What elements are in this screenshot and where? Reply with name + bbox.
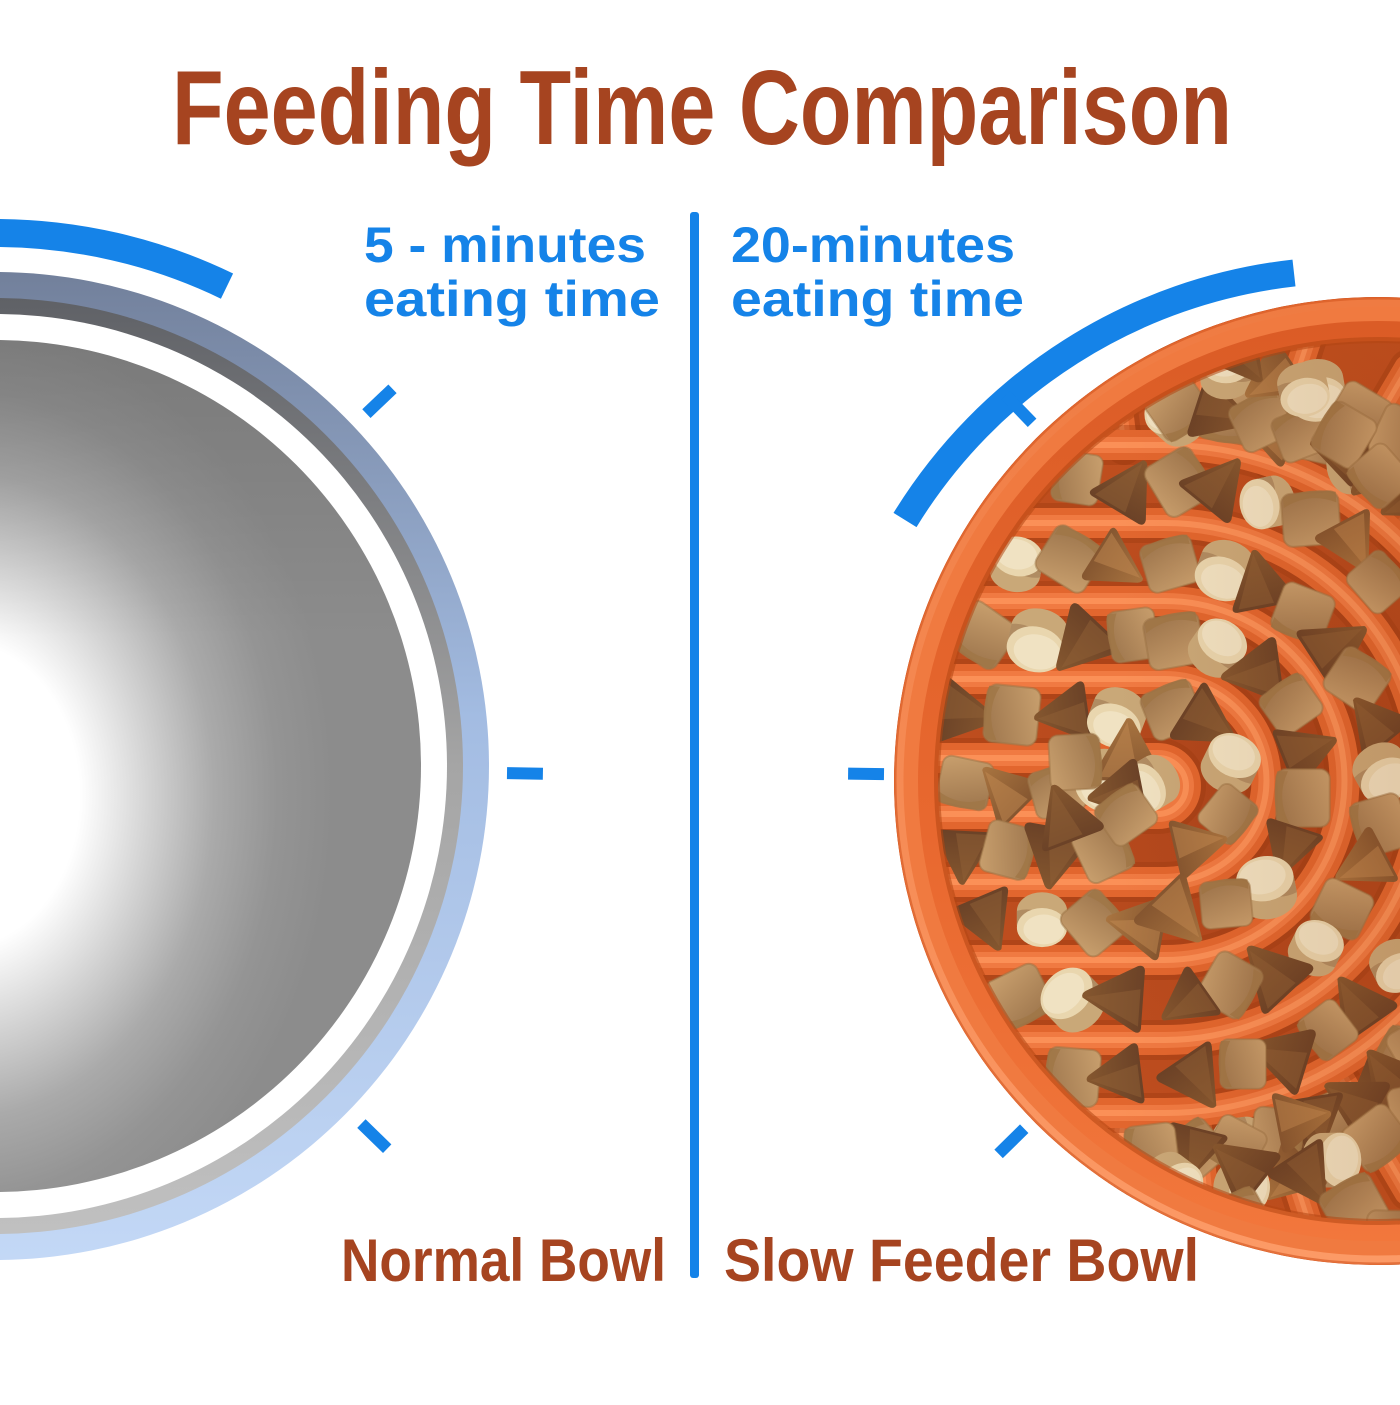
svg-text:Feeding Time Comparison: Feeding Time Comparison: [172, 49, 1232, 167]
svg-text:eating time: eating time: [731, 271, 1024, 327]
svg-text:Normal Bowl: Normal Bowl: [341, 1227, 666, 1294]
svg-text:Slow Feeder Bowl: Slow Feeder Bowl: [724, 1227, 1199, 1294]
svg-text:20-minutes: 20-minutes: [731, 217, 1015, 273]
svg-text:eating time: eating time: [364, 271, 660, 327]
svg-text:5 - minutes: 5 - minutes: [364, 217, 646, 273]
